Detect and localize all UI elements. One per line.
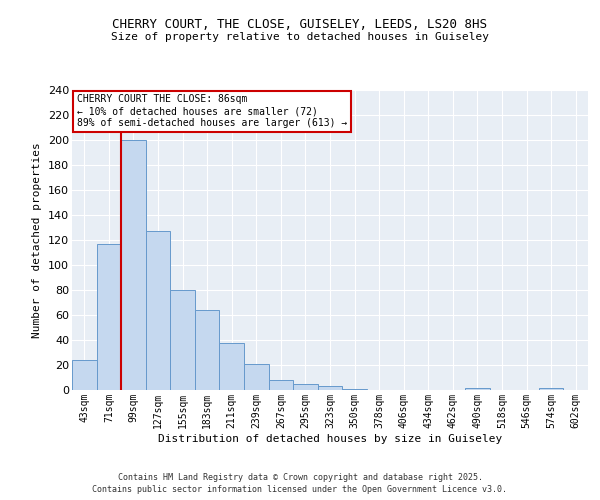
Y-axis label: Number of detached properties: Number of detached properties [32, 142, 43, 338]
Bar [220, 342, 244, 390]
Bar [539, 388, 563, 390]
Bar [269, 380, 293, 390]
Text: CHERRY COURT, THE CLOSE, GUISELEY, LEEDS, LS20 8HS: CHERRY COURT, THE CLOSE, GUISELEY, LEEDS… [113, 18, 487, 30]
Bar [97, 244, 121, 390]
Bar [244, 364, 269, 390]
Bar [170, 290, 195, 390]
Text: Contains public sector information licensed under the Open Government Licence v3: Contains public sector information licen… [92, 485, 508, 494]
Text: Contains HM Land Registry data © Crown copyright and database right 2025.: Contains HM Land Registry data © Crown c… [118, 472, 482, 482]
Bar [342, 389, 367, 390]
Bar [195, 310, 220, 390]
X-axis label: Distribution of detached houses by size in Guiseley: Distribution of detached houses by size … [158, 434, 502, 444]
Text: CHERRY COURT THE CLOSE: 86sqm
← 10% of detached houses are smaller (72)
89% of s: CHERRY COURT THE CLOSE: 86sqm ← 10% of d… [77, 94, 347, 128]
Bar [72, 360, 97, 390]
Bar [293, 384, 318, 390]
Text: Size of property relative to detached houses in Guiseley: Size of property relative to detached ho… [111, 32, 489, 42]
Bar [465, 388, 490, 390]
Bar [121, 140, 146, 390]
Bar [318, 386, 342, 390]
Bar [146, 231, 170, 390]
